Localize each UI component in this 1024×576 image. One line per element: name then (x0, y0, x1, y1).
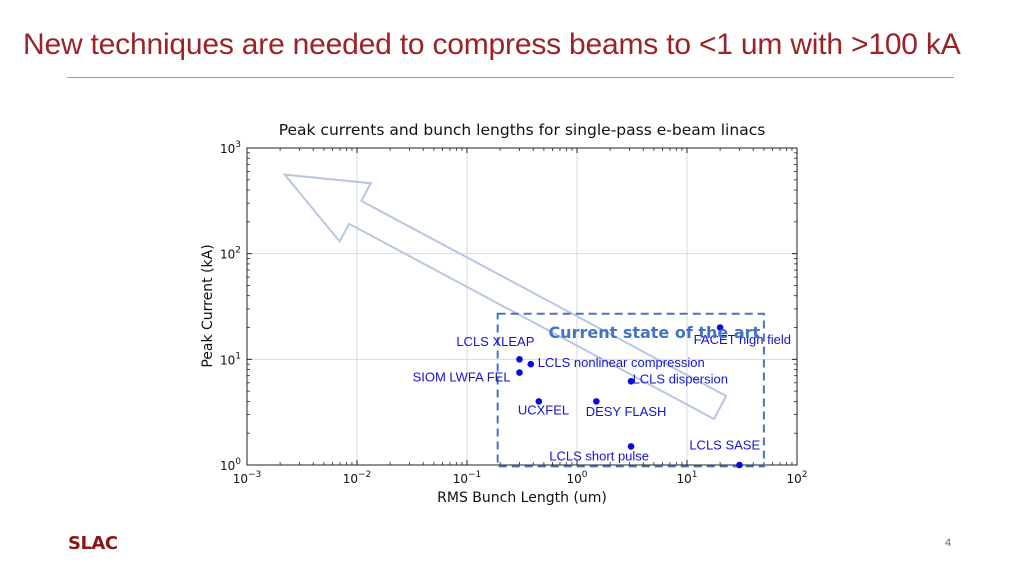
x-tick-label: 102 (786, 470, 807, 486)
point-label: FACET high field (694, 332, 791, 347)
point-label: LCLS short pulse (549, 449, 649, 464)
chart-title: Peak currents and bunch lengths for sing… (279, 121, 766, 139)
data-point (716, 324, 724, 331)
x-tick-labels: 10−3 10−2 10−1 100 101 102 (233, 470, 808, 486)
axis-ticks (246, 147, 798, 466)
state-of-art-box (496, 312, 765, 468)
data-point (516, 356, 523, 363)
title-divider (67, 77, 954, 78)
point-label: UCXFEL (518, 403, 569, 418)
state-of-art-box-rect (496, 312, 765, 468)
y-tick-label: 103 (220, 140, 241, 156)
x-tick-label: 10−1 (453, 470, 482, 486)
point-label: LCLS XLEAP (456, 334, 534, 349)
y-tick-label: 102 (220, 246, 241, 262)
data-point (516, 369, 523, 376)
point-label: LCLS SASE (689, 438, 760, 453)
slac-logo: SLAC (68, 533, 118, 554)
point-label: LCLS dispersion (633, 372, 728, 387)
x-tick-label: 100 (566, 470, 587, 486)
annotation-label: Current state of the art (548, 323, 760, 342)
y-tick-label: 100 (220, 457, 241, 473)
data-point (627, 377, 635, 385)
x-tick-label: 10−2 (343, 470, 372, 486)
y-tick-labels: 100 101 102 103 (220, 140, 241, 473)
point-label: SIOM LWFA FEL (413, 369, 511, 384)
x-tick-label: 10−3 (233, 470, 262, 486)
data-point (527, 360, 535, 368)
data-point (593, 398, 600, 405)
trend-arrow (282, 173, 728, 421)
plot-frame (246, 147, 798, 466)
y-tick-label: 101 (220, 351, 241, 367)
data-points (516, 324, 743, 469)
y-axis-label: Peak Current (kA) (200, 244, 216, 367)
data-point (535, 398, 543, 405)
point-labels: FACET high field LCLS XLEAP LCLS nonlinear… (413, 332, 791, 464)
point-label: DESY FLASH (586, 404, 667, 419)
page-number: 4 (945, 537, 952, 549)
data-point (627, 443, 635, 450)
x-axis-label: RMS Bunch Length (um) (437, 490, 607, 506)
point-label: LCLS nonlinear compression (538, 355, 705, 370)
data-point (736, 461, 743, 469)
x-tick-label: 101 (676, 470, 697, 486)
annotations: Current state of the art (548, 323, 760, 342)
trend-arrow-shape (282, 173, 728, 421)
slide-title: New techniques are needed to compress be… (23, 28, 961, 61)
